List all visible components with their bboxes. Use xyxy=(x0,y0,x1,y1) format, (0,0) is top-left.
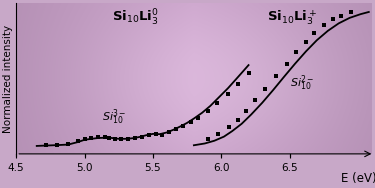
Point xyxy=(43,144,49,147)
Point xyxy=(262,87,268,90)
Point xyxy=(321,24,327,27)
Point xyxy=(65,143,71,146)
Point xyxy=(166,131,172,134)
Point xyxy=(146,133,152,136)
X-axis label: E (eV): E (eV) xyxy=(341,172,375,185)
Point xyxy=(75,140,81,143)
Point xyxy=(125,137,131,140)
Point xyxy=(139,135,145,138)
Point xyxy=(330,18,336,21)
Point xyxy=(311,31,317,34)
Point xyxy=(293,51,299,54)
Point xyxy=(132,136,138,139)
Point xyxy=(235,118,241,121)
Text: Si$_{10}^{3-}$: Si$_{10}^{3-}$ xyxy=(102,107,127,127)
Text: 6.5: 6.5 xyxy=(281,163,298,173)
Point xyxy=(188,121,194,124)
Point xyxy=(204,138,210,141)
Point xyxy=(243,109,249,112)
Text: Si$_{10}^{2-}$: Si$_{10}^{2-}$ xyxy=(290,74,314,93)
Point xyxy=(252,99,258,102)
Point xyxy=(303,40,309,43)
Point xyxy=(95,136,101,139)
Point xyxy=(348,11,354,14)
Point xyxy=(339,14,345,17)
Point xyxy=(225,92,231,95)
Point xyxy=(195,116,201,119)
Point xyxy=(102,136,108,139)
Text: Si$_{10}$Li$_3^+$: Si$_{10}$Li$_3^+$ xyxy=(267,8,316,27)
Point xyxy=(153,132,159,135)
Point xyxy=(246,72,252,75)
Text: 5.0: 5.0 xyxy=(76,163,93,173)
Text: Si$_{10}$Li$_3^0$: Si$_{10}$Li$_3^0$ xyxy=(112,8,159,28)
Text: 5.5: 5.5 xyxy=(145,163,161,173)
Point xyxy=(226,126,232,129)
Point xyxy=(159,133,165,136)
Text: 6.0: 6.0 xyxy=(213,163,230,173)
Point xyxy=(273,75,279,78)
Point xyxy=(284,63,290,66)
Point xyxy=(82,138,88,141)
Point xyxy=(214,102,220,105)
Y-axis label: Normalized intensity: Normalized intensity xyxy=(3,25,13,133)
Point xyxy=(204,109,210,112)
Point xyxy=(173,128,179,131)
Point xyxy=(216,133,222,136)
Point xyxy=(180,125,186,128)
Point xyxy=(54,143,60,146)
Point xyxy=(118,138,124,141)
Point xyxy=(106,137,112,140)
Point xyxy=(235,83,241,86)
Point xyxy=(112,138,118,141)
Text: 4.5: 4.5 xyxy=(8,163,24,173)
Point xyxy=(88,136,94,139)
